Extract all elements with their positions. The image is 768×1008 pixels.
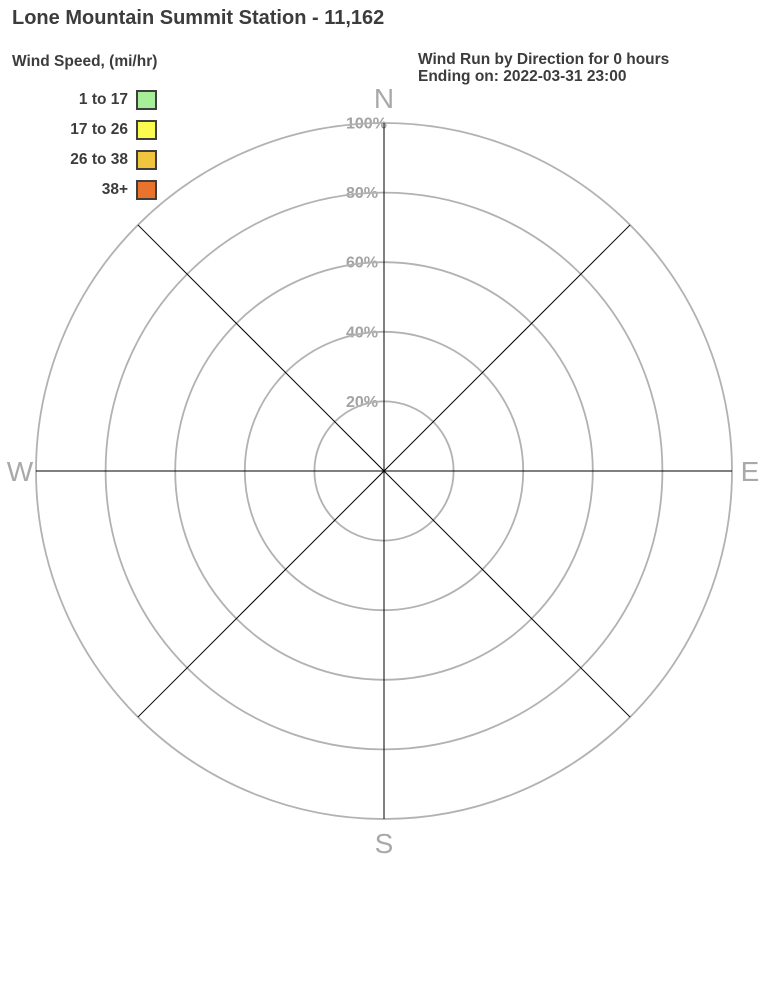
direction-label-e: E [741,456,760,487]
legend-title: Wind Speed, (mi/hr) [12,53,158,70]
legend-item-label: 1 to 17 [78,91,128,108]
legend-item-label: 38+ [101,181,128,198]
legend-item-label: 17 to 26 [70,121,128,138]
spoke-line [383,470,631,718]
spoke-line [137,224,385,472]
legend-swatch-orange [136,180,157,200]
legend-item: 17 to 26 [28,120,157,140]
wind-speed-legend: 1 to 17 17 to 26 26 to 38 38+ [28,90,157,200]
page-title: Lone Mountain Summit Station - 11,162 [12,7,385,29]
legend-item-label: 26 to 38 [70,151,128,168]
radial-tick-label: 20% [346,394,378,411]
chart-header-line1: Wind Run by Direction for 0 hours [418,51,670,68]
spoke-line [137,470,385,718]
legend-swatch-yellow [136,120,157,140]
legend-swatch-amber [136,150,157,170]
spoke-line [383,224,631,472]
legend-swatch-green [136,90,157,110]
legend-item: 38+ [28,180,157,200]
direction-label-s: S [375,828,394,859]
chart-header-line2: Ending on: 2022-03-31 23:00 [418,68,627,85]
direction-label-w: W [7,456,34,487]
chart-header: Wind Run by Direction for 0 hours Ending… [418,51,669,85]
direction-label-n: N [374,83,394,114]
legend-item: 1 to 17 [28,90,157,110]
legend-item: 26 to 38 [28,150,157,170]
